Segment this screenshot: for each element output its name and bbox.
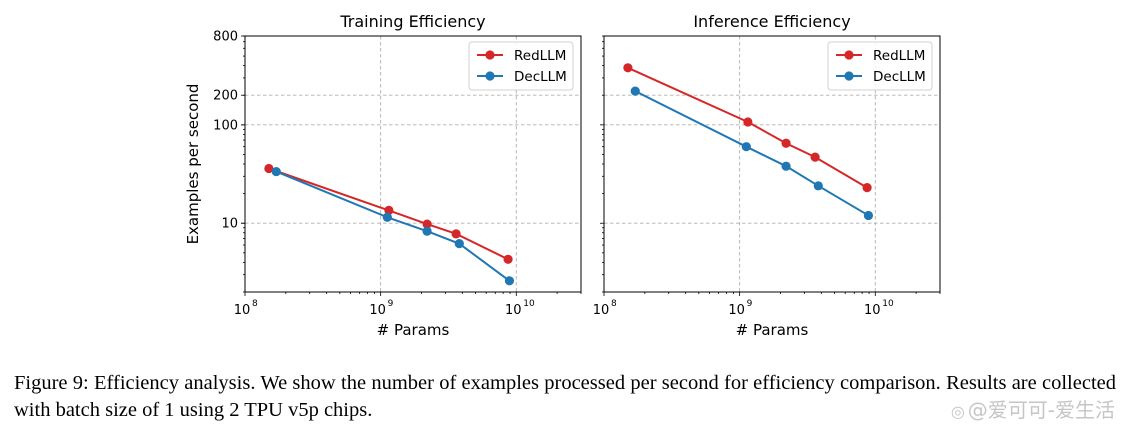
legend-label: DecLLM [514, 69, 567, 85]
weibo-icon: ◎ [950, 402, 965, 421]
x-axis-label: # Params [377, 321, 450, 339]
data-point [384, 205, 394, 216]
legend: RedLLM DecLLM [468, 41, 574, 91]
legend-marker [844, 50, 854, 60]
y-tick-label: 200 [213, 89, 238, 104]
y-axis-label: Examples per second [184, 84, 202, 245]
x-tick-exponent: 9 [388, 299, 394, 309]
x-tick-label: 10 [369, 303, 386, 318]
chart-title: Training Efficiency [339, 12, 485, 31]
series-redllm [623, 63, 872, 193]
watermark: ◎ @爱可可-爱生活 [951, 394, 1115, 423]
x-tick-label: 10 [728, 303, 745, 318]
x-tick-label: 10 [864, 303, 881, 318]
data-point [422, 219, 432, 229]
data-point [862, 183, 872, 193]
figure: Training Efficiency 10 8 10 9 10 10 800 200 100 10… [184, 12, 941, 339]
data-point [810, 152, 820, 162]
series-line [634, 90, 869, 217]
chart-title: Inference Efficiency [693, 12, 850, 31]
data-point [781, 161, 791, 171]
x-tick-exponent: 10 [523, 299, 535, 309]
series-decllm [630, 86, 874, 221]
x-tick-label: 10 [234, 303, 251, 318]
y-tick-label: 100 [213, 118, 238, 133]
x-tick-exponent: 8 [252, 299, 258, 309]
data-point [781, 138, 791, 148]
data-point [382, 212, 392, 222]
legend-marker [485, 71, 495, 81]
series-line [275, 170, 511, 282]
series-decllm [271, 166, 515, 286]
x-tick-exponent: 8 [611, 299, 617, 309]
legend: RedLLM DecLLM [827, 41, 933, 91]
data-point [271, 166, 281, 177]
series-redllm [264, 163, 513, 264]
x-tick-exponent: 9 [747, 299, 753, 309]
data-point [264, 163, 274, 174]
legend-marker [844, 71, 854, 81]
legend-label: RedLLM [873, 48, 925, 64]
data-point [504, 276, 515, 286]
data-point [741, 142, 751, 152]
x-tick-label: 10 [593, 303, 610, 318]
figure-caption: Figure 9: Efficiency analysis. We show t… [14, 372, 1116, 421]
y-tick-label: 10 [221, 217, 238, 232]
data-point [623, 63, 633, 73]
legend-label: RedLLM [514, 48, 566, 64]
legend-marker [485, 50, 495, 60]
data-point [743, 117, 753, 127]
data-point [454, 239, 464, 249]
watermark-text: @爱可可-爱生活 [967, 398, 1115, 422]
data-point [813, 181, 823, 191]
legend-label: DecLLM [873, 69, 926, 85]
y-tick-label: 800 [213, 30, 238, 45]
x-tick-label: 10 [505, 303, 522, 318]
data-point [503, 254, 513, 264]
x-axis-label: # Params [736, 321, 809, 339]
x-tick-exponent: 10 [882, 299, 894, 309]
data-point [451, 229, 461, 239]
data-point [630, 86, 640, 96]
data-point [863, 210, 874, 221]
data-point [422, 226, 432, 236]
